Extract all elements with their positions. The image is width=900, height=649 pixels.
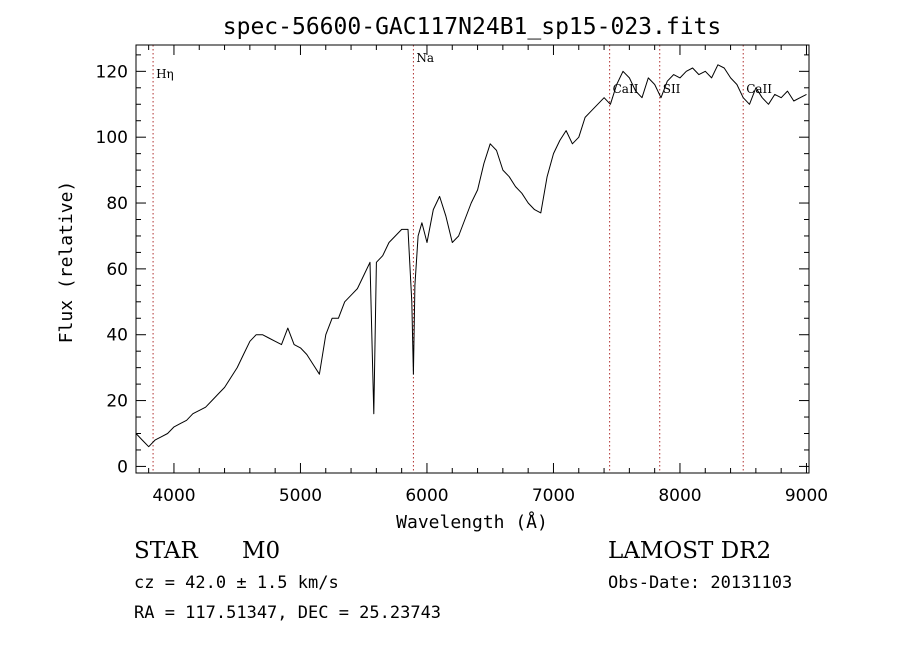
- spectral-line-label: Hη: [156, 67, 174, 81]
- x-axis: 4000 5000 6000 7000 8000 9000: [148, 45, 828, 506]
- star-class: STAR: [134, 538, 198, 564]
- spectrum-line: [135, 64, 807, 448]
- spectral-line-label: CaII: [613, 82, 639, 96]
- x-tick-label: 8000: [658, 486, 701, 506]
- coordinates: RA = 117.51347, DEC = 25.23743: [134, 603, 442, 623]
- spectral-line-label: CaII: [746, 82, 772, 96]
- y-tick-label: 0: [117, 457, 128, 477]
- spectral-line-label: Na: [416, 51, 434, 65]
- observation-date: Obs-Date: 20131103: [608, 573, 793, 593]
- y-tick-label: 60: [106, 260, 128, 280]
- x-tick-label: 5000: [279, 486, 322, 506]
- spectral-line-markers: Hη Na CaII SII CaII: [152, 45, 772, 473]
- y-tick-label: 100: [96, 128, 128, 148]
- plot-frame: [135, 44, 810, 474]
- y-tick-label: 120: [96, 62, 128, 82]
- y-tick-label: 40: [106, 326, 128, 346]
- x-tick-label: 4000: [152, 486, 195, 506]
- y-tick-label: 20: [106, 392, 128, 412]
- chart-title: spec-56600-GAC117N24B1_sp15-023.fits: [223, 14, 722, 40]
- x-tick-label: 7000: [532, 486, 575, 506]
- x-tick-label: 9000: [785, 486, 828, 506]
- x-axis-label: Wavelength (Å): [396, 511, 548, 533]
- y-axis: 0 20 40 60 80 100 120: [96, 54, 809, 477]
- spectral-subclass: M0: [242, 538, 281, 564]
- y-axis-label: Flux (relative): [56, 181, 77, 344]
- y-tick-label: 80: [106, 194, 128, 214]
- redshift-velocity: cz = 42.0 ± 1.5 km/s: [134, 573, 339, 593]
- spectral-line-label: SII: [663, 82, 681, 96]
- x-tick-label: 6000: [405, 486, 448, 506]
- survey-name: LAMOST DR2: [608, 538, 772, 564]
